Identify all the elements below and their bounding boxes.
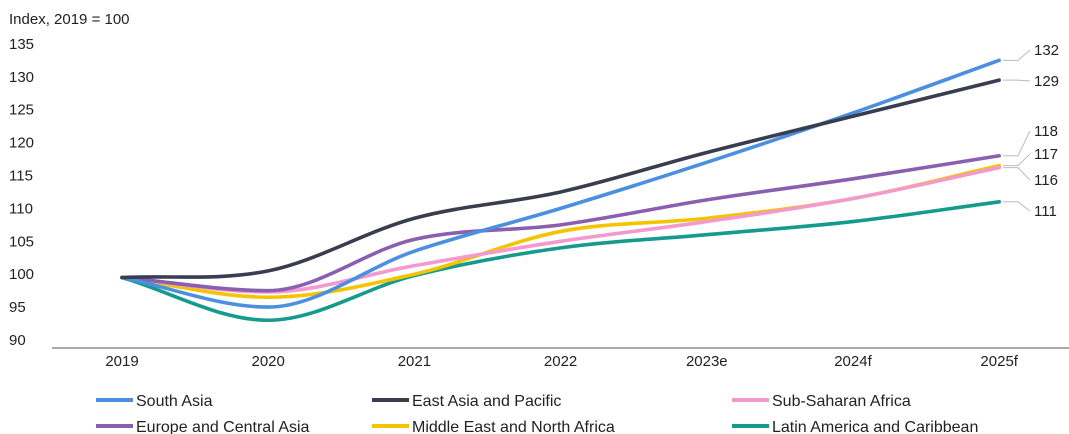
end-value-label: 117	[1034, 146, 1058, 163]
y-tick-label: 120	[9, 135, 34, 152]
y-tick-label: 130	[9, 69, 34, 86]
x-tick-label: 2019	[105, 353, 138, 370]
series-line	[120, 78, 1001, 280]
series-line	[120, 58, 1001, 309]
leader-line	[1003, 49, 1031, 61]
y-axis: 90 95 100 105 110 115 120 125 130 135	[9, 36, 34, 349]
legend-label: Europe and Central Asia	[136, 419, 310, 434]
y-tick-label: 95	[9, 299, 26, 316]
end-value-label: 116	[1034, 172, 1058, 189]
series-line	[120, 153, 1001, 293]
leader-line	[1003, 167, 1031, 181]
x-tick-label: 2024f	[834, 353, 872, 370]
x-tick-label: 2025f	[980, 353, 1018, 370]
y-tick-label: 110	[9, 200, 33, 217]
series-lines	[120, 58, 1001, 323]
y-axis-title: Index, 2019 = 100	[9, 11, 130, 28]
leader-line	[1003, 201, 1031, 212]
legend-label: Middle East and North Africa	[412, 419, 615, 434]
y-tick-label: 125	[9, 102, 34, 119]
legend-label: Latin America and Caribbean	[772, 419, 978, 434]
legend-label: East Asia and Pacific	[412, 393, 561, 410]
series-line	[120, 163, 1001, 300]
x-axis: 2019 2020 2021 2022 2023e 2024f 2025f	[105, 353, 1018, 370]
x-tick-label: 2021	[398, 353, 431, 370]
end-value-label: 129	[1034, 73, 1059, 90]
y-tick-label: 90	[9, 332, 26, 349]
end-labels: 132 129 118 117 116 111	[1003, 42, 1059, 220]
y-tick-label: 135	[9, 36, 34, 53]
end-value-label: 132	[1034, 42, 1059, 59]
legend: South Asia East Asia and Pacific Sub-Sahar…	[96, 393, 978, 434]
end-value-label: 111	[1034, 203, 1057, 220]
series-line	[120, 200, 1001, 323]
end-value-label: 118	[1034, 123, 1058, 140]
legend-label: South Asia	[136, 393, 213, 410]
leader-line	[1003, 79, 1031, 82]
y-tick-label: 105	[9, 233, 34, 250]
leader-line	[1003, 130, 1031, 157]
legend-label: Sub-Saharan Africa	[772, 393, 911, 410]
leader-line	[1003, 153, 1031, 167]
x-tick-label: 2022	[544, 353, 577, 370]
y-tick-label: 100	[9, 266, 34, 283]
x-tick-label: 2020	[252, 353, 285, 370]
x-tick-label: 2023e	[686, 353, 728, 370]
y-tick-label: 115	[9, 168, 33, 185]
